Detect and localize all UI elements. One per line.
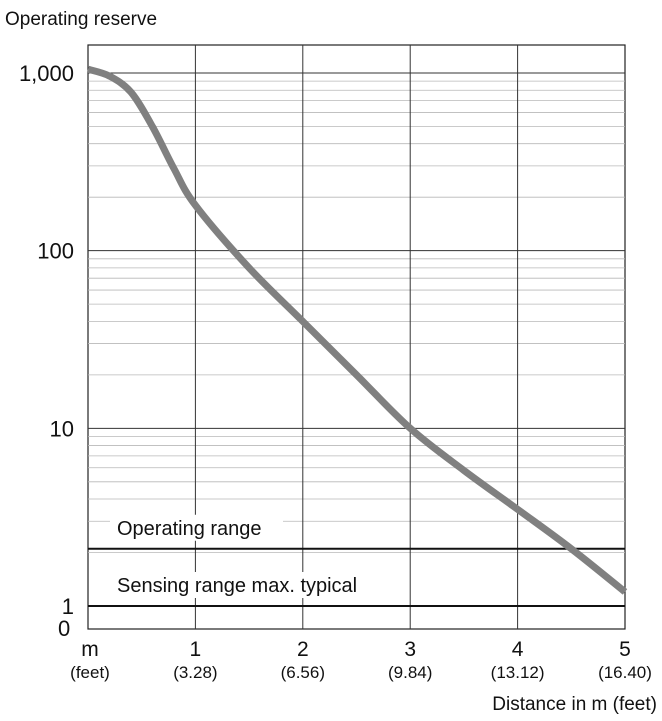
plot-frame [87, 44, 626, 630]
y-axis-title: Operating reserve [5, 9, 157, 30]
reference-label-background [110, 514, 283, 541]
reference-line-label: Operating range [117, 518, 262, 540]
x-tick-sublabel: (9.84) [388, 663, 432, 682]
y-tick-label: 100 [37, 239, 74, 264]
x-tick-label: 2 [297, 638, 309, 661]
reference-label-background [110, 572, 400, 598]
x-unit-label: m [81, 638, 99, 661]
y-tick-label: 1 [62, 594, 74, 619]
x-tick-sublabel: (3.28) [173, 663, 217, 682]
x-tick-label: 1 [190, 638, 202, 661]
series-layer [86, 65, 628, 595]
reference-line-label: Sensing range max. typical [117, 575, 357, 597]
major-gridlines [88, 45, 625, 629]
y-tick-label: 1,000 [19, 61, 74, 86]
reference-lines: Operating range Sensing range max. typica… [88, 514, 625, 607]
x-tick-sublabel: (13.12) [491, 663, 545, 682]
minor-gridlines [88, 80, 625, 553]
x-tick-label: 4 [512, 638, 524, 661]
x-tick-label: 5 [619, 638, 631, 661]
x-unit-sublabel: (feet) [70, 663, 110, 682]
operating-reserve-curve [86, 65, 628, 595]
x-tick-sublabel: (6.56) [281, 663, 325, 682]
y-zero-label: 0 [58, 616, 70, 641]
x-tick-label: 3 [404, 638, 416, 661]
x-tick-labels: 1 (3.28) 2 (6.56) 3 (9.84) 4 (13.12) 5 (16.40) [173, 638, 652, 682]
x-axis-title: Distance in m (feet) [492, 694, 657, 715]
y-tick-labels: 1 10 100 1,000 [19, 61, 74, 619]
y-tick-label: 10 [50, 416, 74, 441]
x-tick-sublabel: (16.40) [598, 663, 652, 682]
